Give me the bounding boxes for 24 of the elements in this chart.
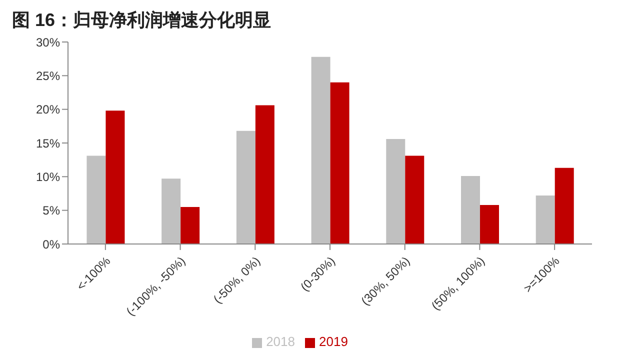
bar (311, 56, 330, 244)
bar (554, 168, 574, 244)
bar (162, 178, 181, 244)
bar (106, 110, 125, 244)
y-tick-label: 0% (42, 237, 60, 252)
bar (480, 204, 499, 244)
bar (86, 156, 106, 244)
y-tick-label: 5% (42, 204, 60, 218)
y-tick-label: 15% (36, 136, 60, 150)
bar (536, 196, 555, 244)
bar (461, 176, 480, 244)
y-tick-label: 30% (36, 35, 60, 50)
chart-title: 图 16：归母净利润增速分化明显 (11, 9, 272, 32)
bar (330, 82, 350, 244)
y-tick-label: 10% (36, 170, 60, 184)
bar (255, 105, 274, 244)
bar (405, 156, 424, 244)
legend-label: 2019 (319, 334, 348, 349)
y-tick-label: 20% (36, 102, 60, 117)
legend-label: 2018 (266, 334, 295, 349)
bar (180, 206, 200, 244)
bar (386, 138, 406, 244)
bar (236, 130, 256, 244)
y-tick-label: 25% (36, 68, 60, 83)
